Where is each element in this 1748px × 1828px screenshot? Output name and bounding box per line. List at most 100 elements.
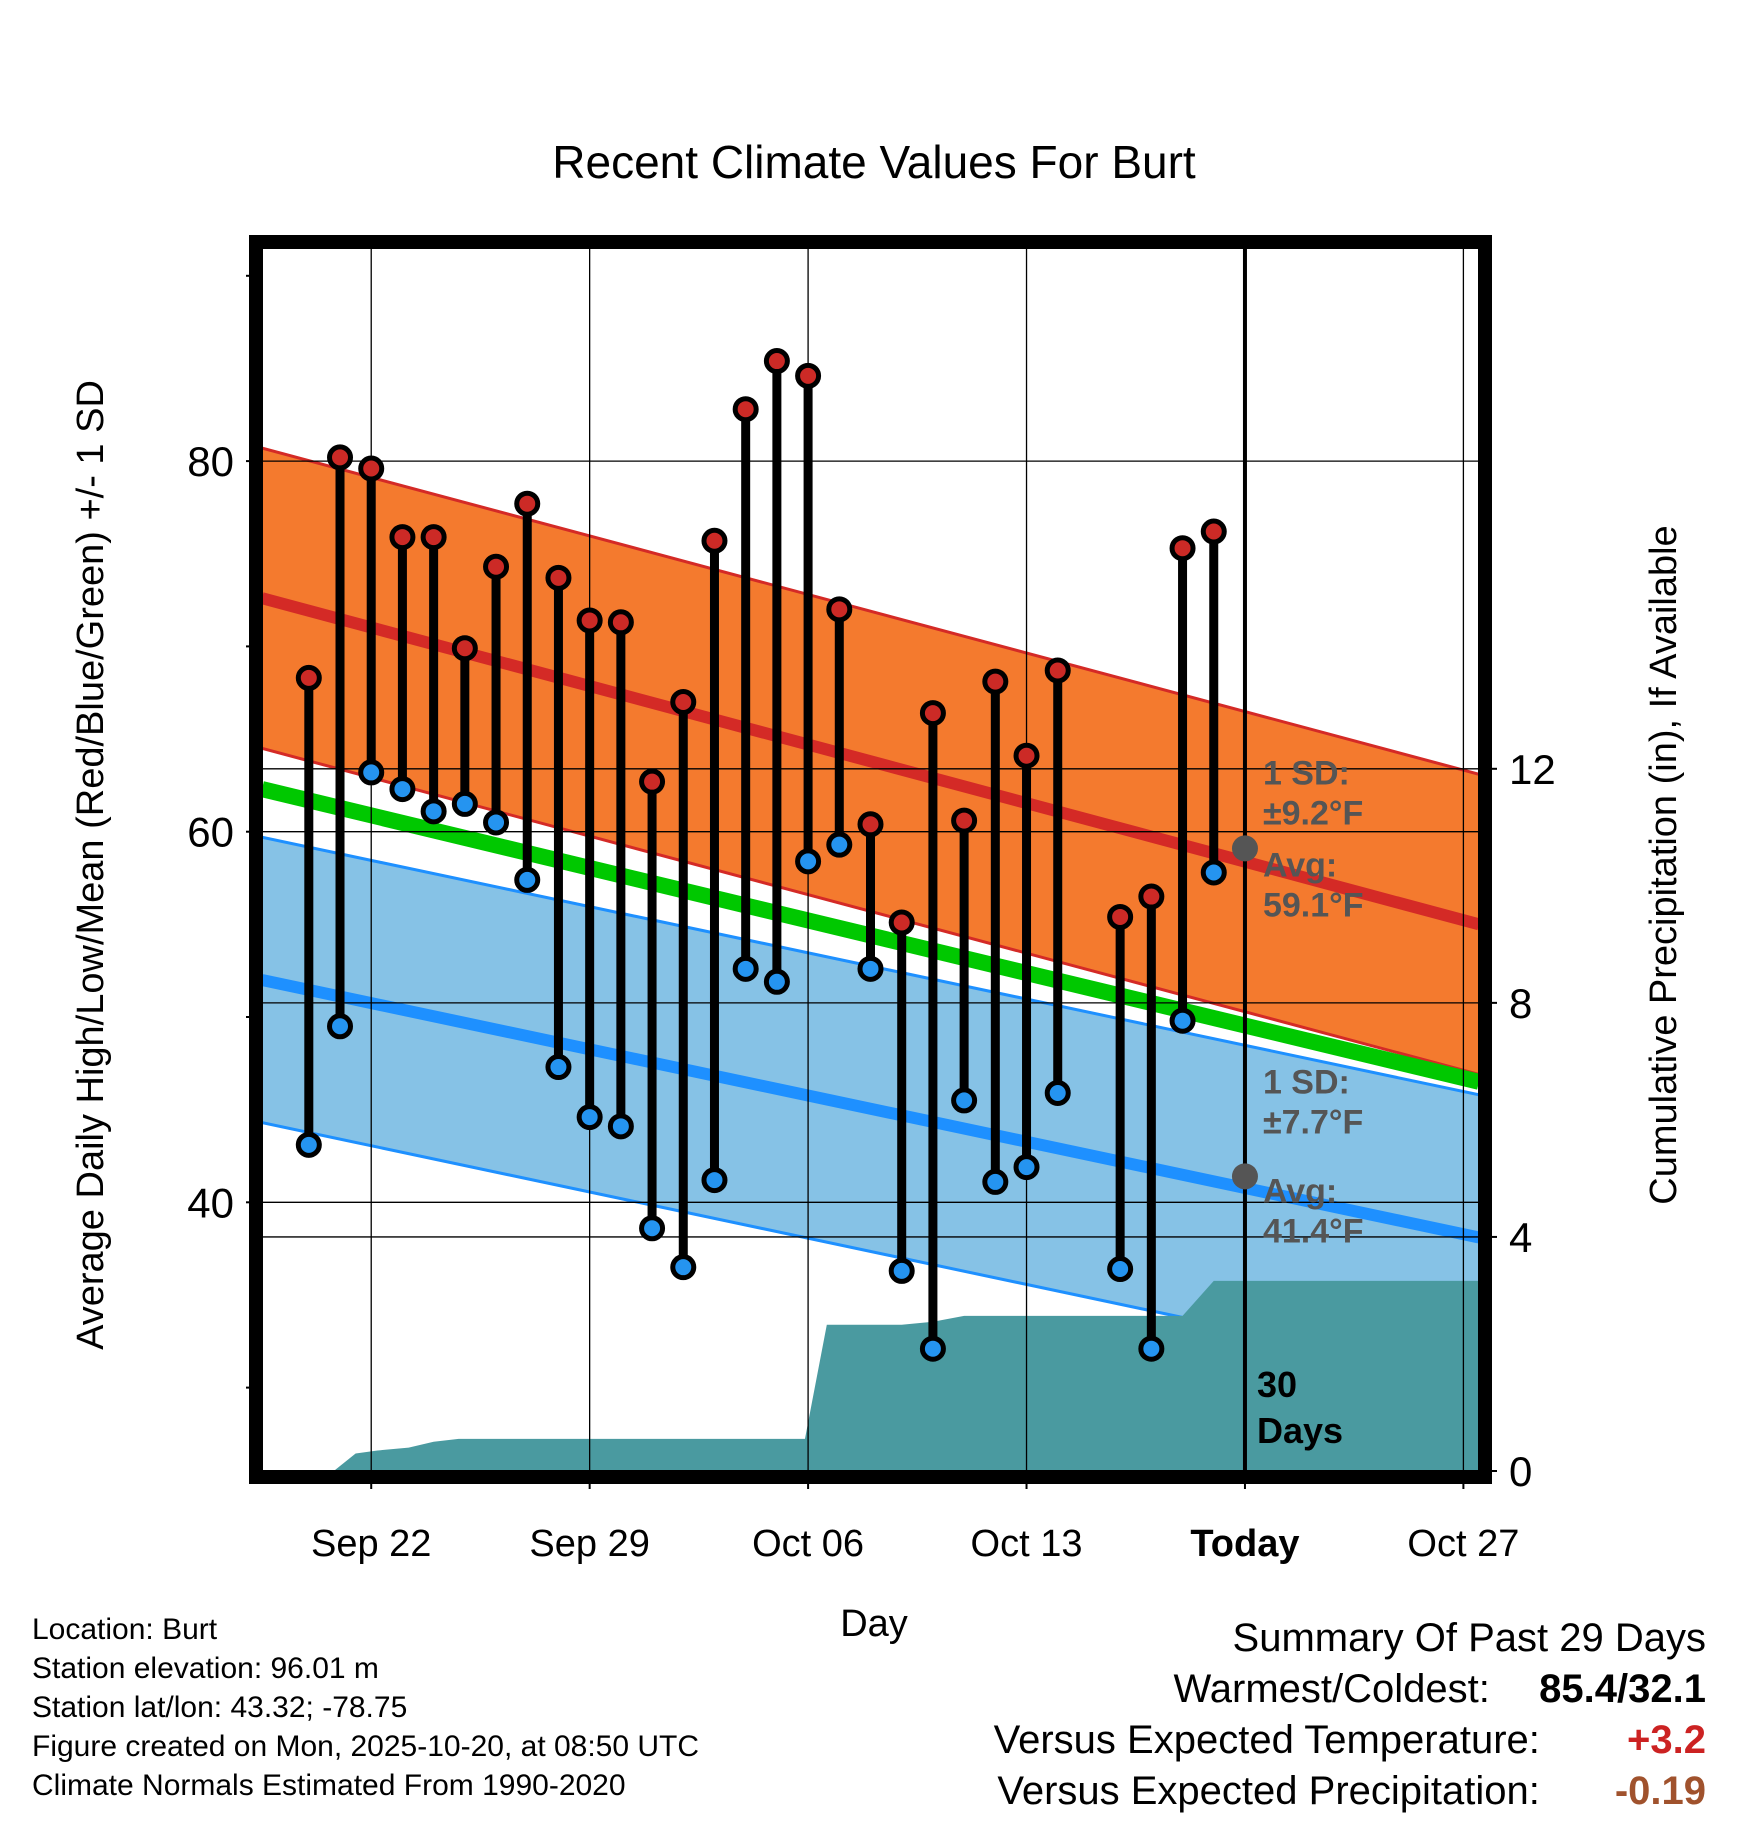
created-text: Figure created on Mon, 2025-10-20, at 08… [32,1730,700,1763]
plot-frame [249,235,1492,1484]
daily-low-point [826,831,853,858]
x-axis-title: Day [840,1603,908,1645]
latlon-text: Station lat/lon: 43.32; -78.75 [32,1691,408,1724]
daily-high-point [389,524,416,551]
daily-high-point [1107,903,1134,930]
daily-high-point [545,564,572,591]
y-axis-tick-label: 60 [187,809,234,856]
temp-label: Versus Expected Temperature: [993,1718,1540,1762]
daily-low-point [327,1013,354,1040]
daily-low-point [358,759,385,786]
daily-low-point [545,1054,572,1081]
today-window-unit: Days [1257,1410,1343,1451]
daily-low-point [763,968,790,995]
station-info: Location: Burt Station elevation: 96.01 … [32,1610,699,1805]
warm-cold-row: Warmest/Coldest: 85.4/32.1 [994,1664,1707,1715]
daily-high-point [826,596,853,623]
daily-low-point [639,1215,666,1242]
daily-high-point [483,553,510,580]
low-avg-value: 41.4°F [1263,1212,1364,1250]
temp-value: +3.2 [1627,1718,1706,1762]
precip-axis-tick-label: 12 [1509,746,1556,793]
daily-low-point [295,1131,322,1158]
daily-high-point [951,807,978,834]
daily-low-point [1044,1079,1071,1106]
precip-row: Versus Expected Precipitation: -0.19 [994,1766,1706,1817]
temp-row: Versus Expected Temperature: +3.2 [994,1715,1706,1766]
x-axis-tick-label: Today [1190,1523,1299,1565]
normals-text: Climate Normals Estimated From 1990-2020 [32,1769,626,1802]
daily-high-point [327,444,354,471]
daily-high-point [420,524,447,551]
daily-high-point [1200,518,1227,545]
daily-high-point [514,490,541,517]
daily-high-point [576,607,603,634]
daily-low-point [576,1104,603,1131]
y-axis-title-left: Average Daily High/Low/Mean (Red/Blue/Gr… [70,380,112,1350]
today-low-avg-marker [1231,1163,1258,1190]
y-axis-title-right: Cumulative Precipitation (in), If Availa… [1643,525,1685,1204]
warm-cold-label: Warmest/Coldest: [1173,1667,1490,1711]
daily-high-point [295,664,322,691]
daily-low-point [982,1168,1009,1195]
daily-low-point [1107,1256,1134,1283]
low-sd-label: 1 SD: [1263,1063,1350,1101]
x-axis-tick-label: Oct 13 [971,1523,1083,1565]
daily-low-point [951,1087,978,1114]
high-sd-upper-edge [262,446,1479,776]
daily-low-point [389,776,416,803]
daily-low-point [483,809,510,836]
daily-high-point [451,635,478,662]
precip-value: -0.19 [1614,1769,1706,1813]
daily-high-point [639,768,666,795]
daily-low-point [1169,1007,1196,1034]
daily-low-point [888,1257,915,1284]
daily-low-point [670,1254,697,1281]
high-avg-value: 59.1°F [1263,886,1364,924]
daily-high-point [919,700,946,727]
summary-panel: Summary Of Past 29 Days Warmest/Coldest:… [994,1613,1706,1817]
daily-high-point [982,668,1009,695]
low-sd-value: ±7.7°F [1263,1103,1363,1141]
plot-content [262,248,1479,1471]
elevation-text: Station elevation: 96.01 m [32,1652,379,1685]
daily-high-point [732,396,759,423]
x-axis-tick-label: Sep 29 [529,1523,649,1565]
daily-high-point [763,348,790,375]
low-avg-label: Avg: [1263,1172,1337,1210]
daily-low-point [514,866,541,893]
daily-high-point [888,909,915,936]
daily-high-point [607,609,634,636]
daily-low-point [857,955,884,982]
x-axis-tick-label: Oct 06 [752,1523,864,1565]
daily-low-point [919,1335,946,1362]
daily-high-point [358,455,385,482]
daily-high-point [701,527,728,554]
daily-high-point [857,811,884,838]
daily-low-point [701,1167,728,1194]
daily-high-point [1138,883,1165,910]
high-sd-value: ±9.2°F [1263,794,1363,832]
y-axis-tick-label: 80 [187,438,234,485]
precip-axis-tick-label: 4 [1509,1214,1532,1261]
high-avg-label: Avg: [1263,846,1337,884]
daily-low-point [451,790,478,817]
x-axis-tick-label: Oct 27 [1407,1523,1519,1565]
today-high-avg-marker [1231,835,1258,862]
normal-low-line [262,974,1479,1244]
precip-axis-tick-label: 0 [1509,1448,1532,1495]
precip-axis-tick-label: 8 [1509,980,1532,1027]
y-axis-tick-label: 40 [187,1179,234,1226]
precip-label: Versus Expected Precipitation: [997,1769,1540,1813]
daily-low-point [1138,1335,1165,1362]
location-text: Location: Burt [32,1613,218,1646]
precip-area [262,1280,1479,1471]
warm-cold-value: 85.4/32.1 [1539,1667,1706,1711]
daily-high-point [1044,657,1071,684]
x-axis-tick-label: Sep 22 [311,1523,431,1565]
daily-high-point [795,362,822,389]
high-sd-label: 1 SD: [1263,754,1350,792]
today-window-number: 30 [1257,1364,1297,1405]
